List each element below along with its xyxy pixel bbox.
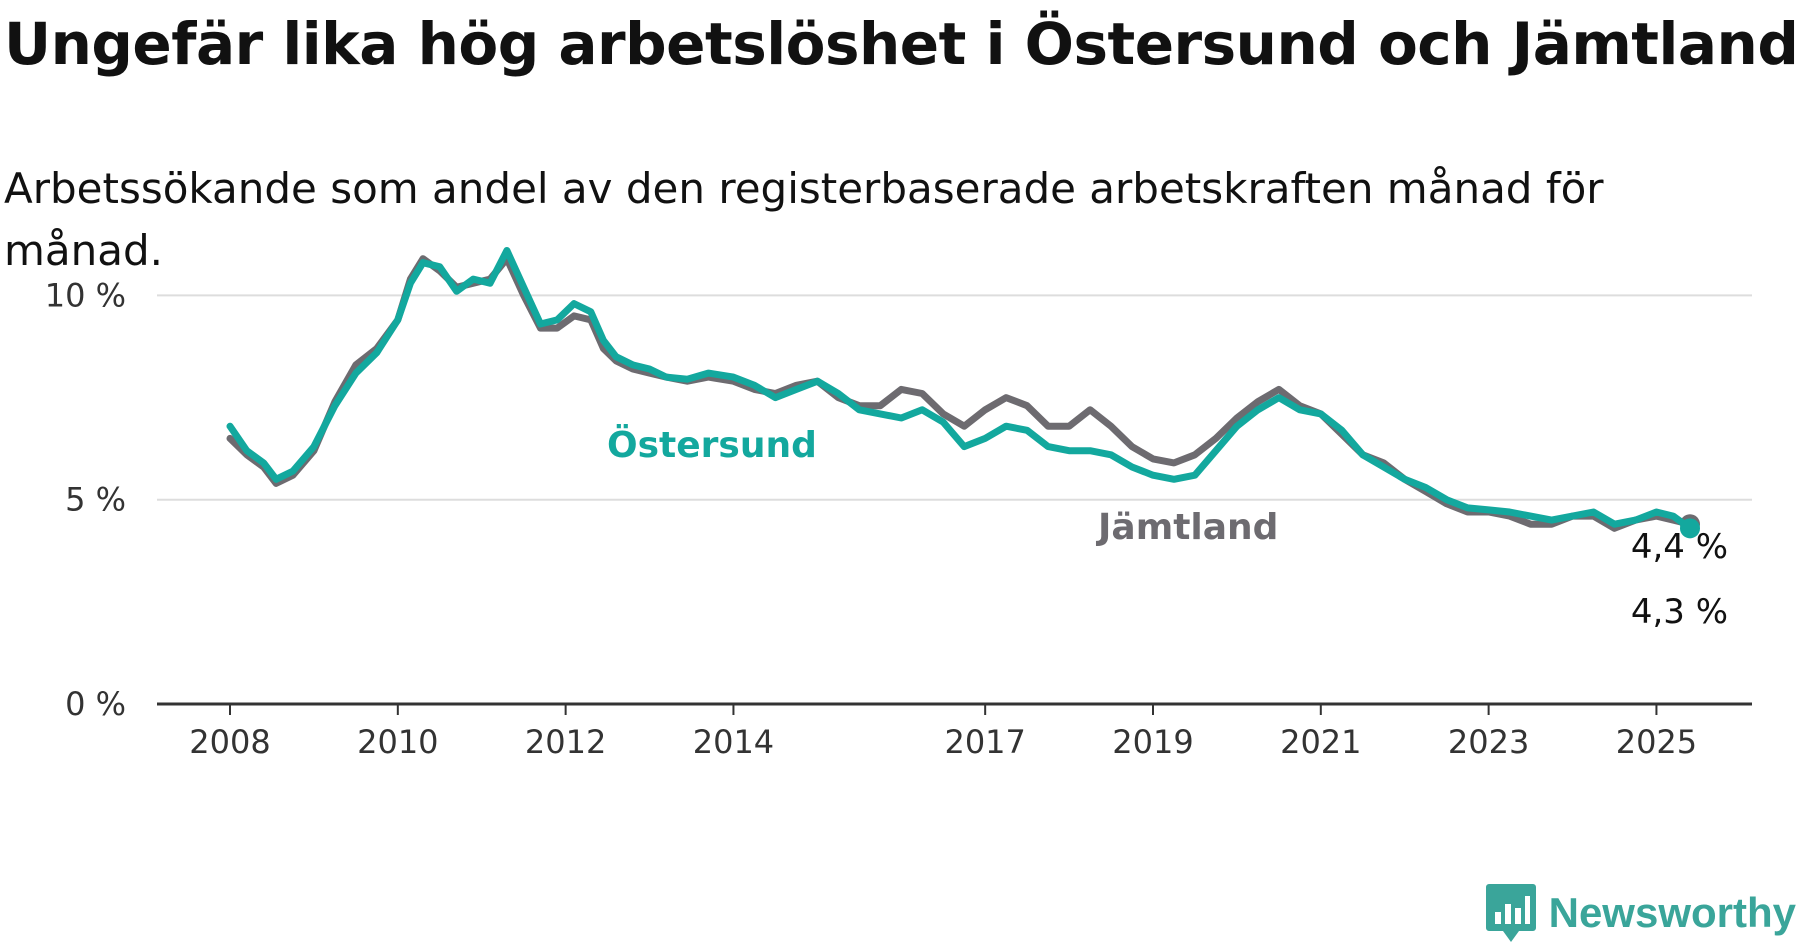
gridlines bbox=[157, 294, 1752, 706]
x-tick-label: 2012 bbox=[525, 723, 606, 761]
y-tick-label: 0 % bbox=[65, 685, 126, 723]
series-label-jamtland: Jämtland bbox=[1095, 507, 1278, 548]
y-axis-ticks: 0 % 5 % 10 % bbox=[45, 276, 126, 723]
x-axis-ticks: 2008 2010 2012 2014 2017 2019 2021 2023 2025 bbox=[189, 704, 1697, 761]
bar-chart-badge-icon bbox=[1485, 884, 1536, 942]
end-label-ostersund: 4,3 % bbox=[1631, 592, 1728, 632]
x-tick-label: 2010 bbox=[357, 723, 438, 761]
x-tick-label: 2023 bbox=[1448, 723, 1529, 761]
chart-subtitle: Arbetssökande som andel av den registerb… bbox=[4, 164, 1604, 275]
x-tick-label: 2017 bbox=[944, 723, 1025, 761]
x-tick-label: 2014 bbox=[693, 723, 774, 761]
series-line-jamtland bbox=[226, 255, 1694, 532]
x-tick-label: 2019 bbox=[1112, 723, 1193, 761]
x-tick-label: 2021 bbox=[1280, 723, 1361, 761]
newsworthy-logo: Newsworthy bbox=[1485, 878, 1796, 948]
chart-title: Ungefär lika hög arbetslöshet i Östersun… bbox=[4, 10, 1799, 78]
end-label-jamtland: 4,4 % bbox=[1631, 527, 1728, 567]
end-marker-ostersund bbox=[1680, 518, 1700, 539]
x-tick-label: 2008 bbox=[189, 723, 270, 761]
y-tick-label: 5 % bbox=[65, 481, 126, 519]
series-line-ostersund bbox=[226, 247, 1694, 532]
x-tick-label: 2025 bbox=[1616, 723, 1697, 761]
series-label-jamtland-halo: Jämtland bbox=[1095, 507, 1278, 548]
series-label-ostersund: Östersund bbox=[607, 424, 817, 466]
brand-name: Newsworthy bbox=[1548, 889, 1796, 936]
series-label-ostersund-halo: Östersund bbox=[607, 424, 817, 466]
series-lines bbox=[226, 247, 1700, 539]
y-tick-label: 10 % bbox=[45, 276, 126, 314]
